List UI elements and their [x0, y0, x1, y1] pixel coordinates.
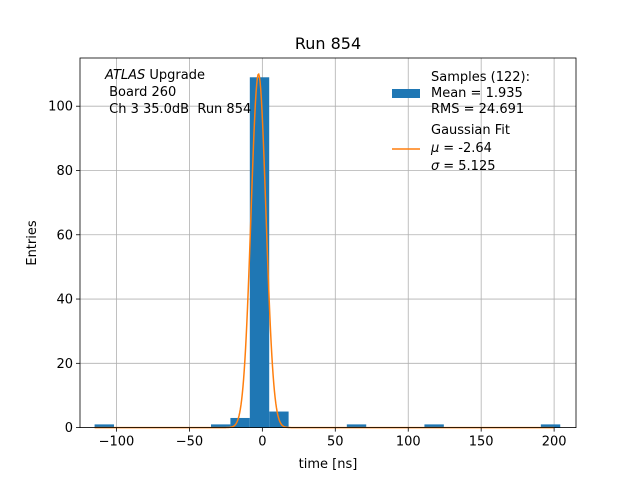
annotation-line-2: Board 260	[105, 85, 176, 100]
y-tick-label: 40	[56, 293, 73, 308]
legend-fit-sigma: σ = 5.125	[431, 159, 496, 174]
x-tick-label: 100	[396, 435, 421, 450]
sigma-symbol: σ	[431, 159, 440, 174]
y-tick-label: 60	[56, 228, 73, 243]
y-axis-ticks: 0 20 40 60 80 100	[48, 100, 80, 436]
x-tick-label: 200	[542, 435, 567, 450]
mu-symbol: μ	[430, 141, 439, 156]
legend-fit-mu: μ = -2.64	[430, 141, 492, 156]
legend-samples-patch	[392, 89, 420, 98]
histogram-bar	[540, 424, 561, 428]
histogram-bar	[424, 424, 444, 428]
annotation-line-3: Ch 3 35.0dB Run 854	[105, 102, 251, 117]
y-axis-label: Entries	[25, 220, 40, 266]
y-tick-label: 20	[56, 357, 73, 372]
x-axis-label: time [ns]	[299, 457, 358, 472]
annotation-atlas: ATLAS	[104, 68, 145, 83]
annotation-upgrade: Upgrade	[145, 68, 205, 83]
atlas-annotation: ATLAS Upgrade Board 260 Ch 3 35.0dB Run …	[104, 68, 251, 117]
chart-title: Run 854	[295, 34, 361, 53]
annotation-line-1: ATLAS Upgrade	[104, 68, 205, 83]
y-tick-label: 100	[48, 100, 73, 115]
x-tick-label: 150	[469, 435, 494, 450]
histogram-bar	[230, 417, 250, 428]
histogram-bar	[94, 424, 114, 428]
plot-frame	[79, 57, 577, 429]
legend: Samples (122): Mean = 1.935 RMS = 24.691…	[392, 70, 530, 174]
legend-samples-title: Samples (122):	[431, 70, 530, 85]
x-tick-label: −100	[99, 435, 135, 450]
legend-samples-mean: Mean = 1.935	[431, 86, 523, 101]
legend-samples-rms: RMS = 24.691	[431, 102, 524, 117]
x-tick-label: −50	[176, 435, 203, 450]
histogram-bar	[211, 424, 231, 428]
y-tick-label: 80	[56, 164, 73, 179]
x-tick-label: 50	[327, 435, 344, 450]
y-tick-label: 0	[65, 421, 73, 436]
x-axis-ticks: −100 −50 0 50 100 150 200	[99, 427, 567, 450]
legend-fit-sigma-value: = 5.125	[443, 159, 495, 174]
x-tick-label: 0	[258, 435, 266, 450]
histogram-bar	[346, 424, 367, 428]
histogram-bar	[249, 77, 270, 428]
legend-fit-title: Gaussian Fit	[431, 123, 510, 138]
legend-fit-mu-value: = -2.64	[443, 141, 492, 156]
